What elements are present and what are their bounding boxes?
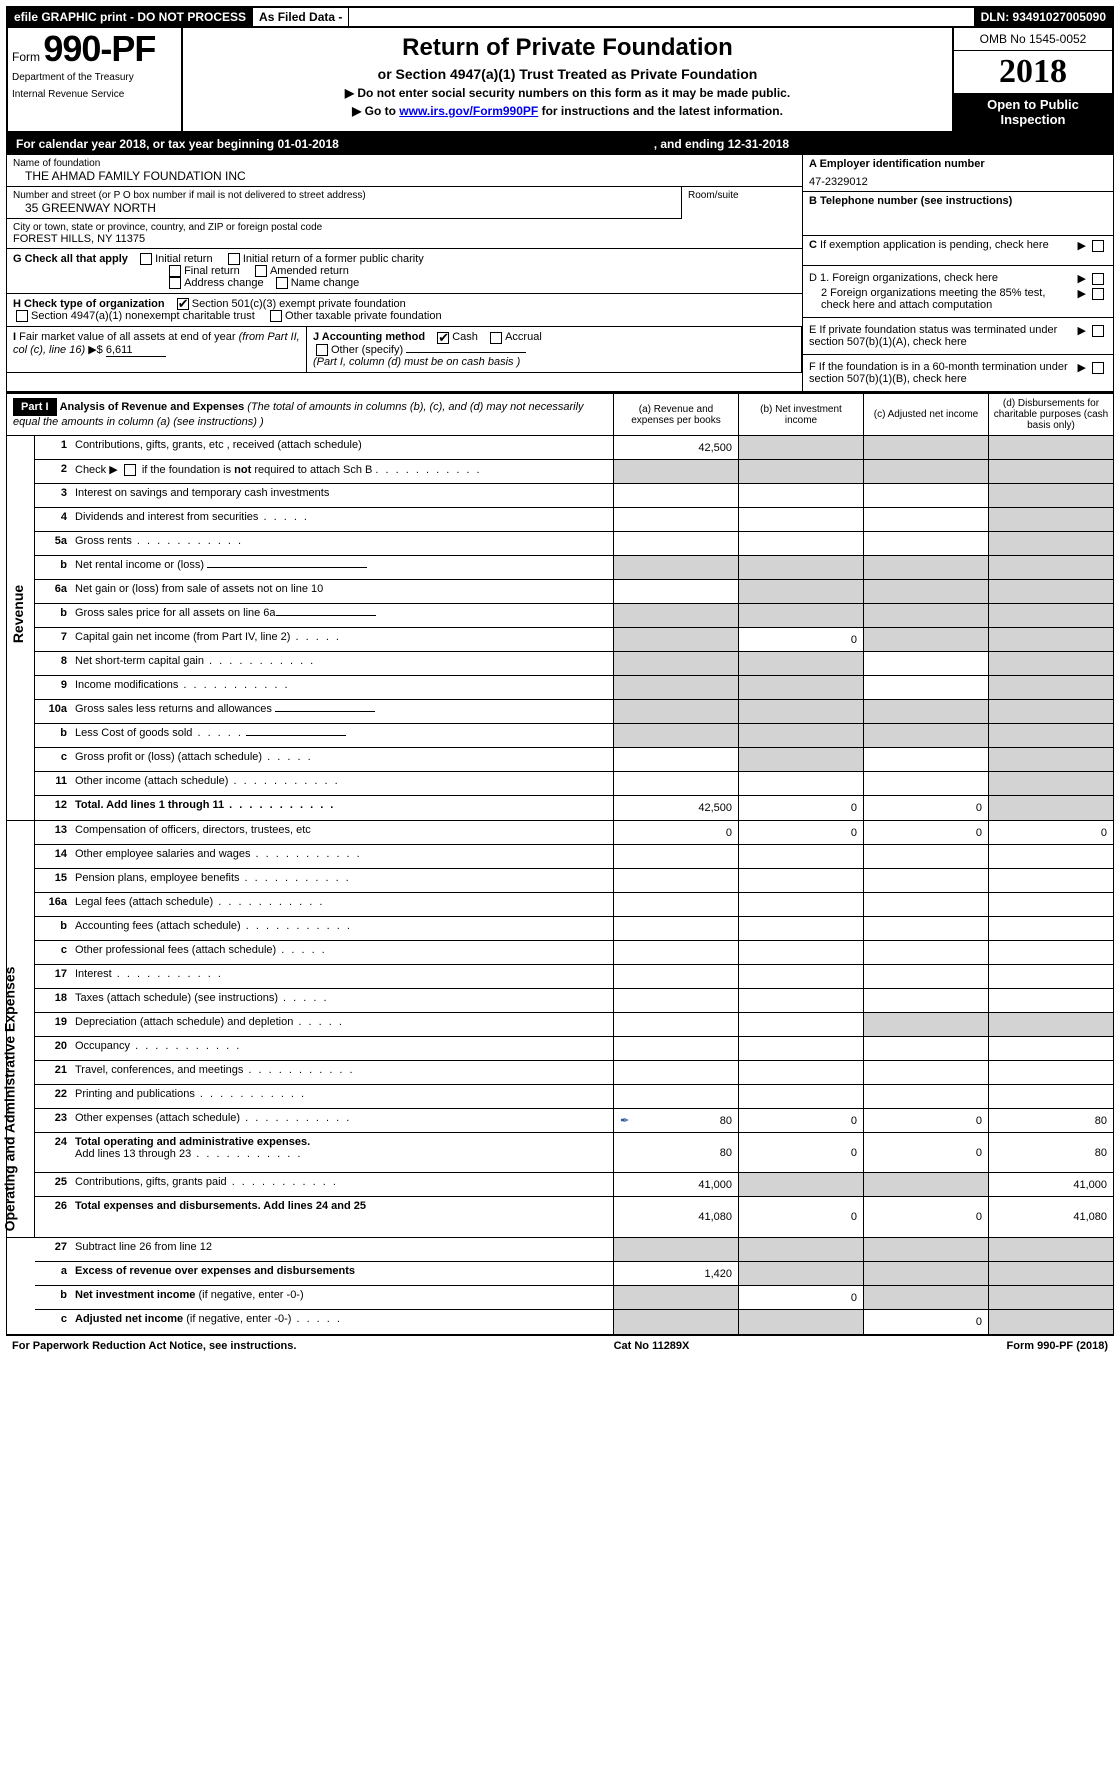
paperwork-notice: For Paperwork Reduction Act Notice, see … bbox=[12, 1340, 296, 1352]
chk-60month[interactable] bbox=[1092, 362, 1104, 374]
dept-treasury: Department of the Treasury bbox=[12, 72, 177, 83]
chk-final-return[interactable] bbox=[169, 265, 181, 277]
form-prefix: Form bbox=[12, 50, 40, 64]
col-a-head: (a) Revenue and expenses per books bbox=[613, 394, 738, 435]
chk-foreign-org[interactable] bbox=[1092, 273, 1104, 285]
header-right: OMB No 1545-0052 2018 Open to Public Ins… bbox=[952, 28, 1112, 131]
top-spacer bbox=[349, 8, 974, 26]
cat-number: Cat No 11289X bbox=[614, 1340, 690, 1352]
chk-amended[interactable] bbox=[255, 265, 267, 277]
chk-name-change[interactable] bbox=[276, 277, 288, 289]
room-cell: Room/suite bbox=[682, 187, 802, 219]
cal-year-end: , and ending 12-31-2018 bbox=[654, 137, 789, 151]
form-header: Form 990-PF Department of the Treasury I… bbox=[6, 28, 1114, 133]
city-cell: City or town, state or province, country… bbox=[7, 219, 802, 249]
part1-title: Analysis of Revenue and Expenses bbox=[60, 401, 245, 413]
section-F: F If the foundation is in a 60-month ter… bbox=[803, 355, 1113, 391]
exemption-cell: C If exemption application is pending, c… bbox=[803, 236, 1113, 266]
dept-irs: Internal Revenue Service bbox=[12, 89, 177, 100]
ein-cell: A Employer identification number 47-2329… bbox=[803, 155, 1113, 192]
calendar-year-bar: For calendar year 2018, or tax year begi… bbox=[6, 133, 1114, 155]
col-c-head: (c) Adjusted net income bbox=[863, 394, 988, 435]
chk-schb[interactable] bbox=[124, 464, 136, 476]
col-d-head: (d) Disbursements for charitable purpose… bbox=[988, 394, 1113, 435]
section-I-J: I Fair market value of all assets at end… bbox=[7, 327, 802, 372]
header-middle: Return of Private Foundation or Section … bbox=[183, 28, 952, 131]
expenses-label: Operating and Administrative Expenses bbox=[1, 967, 17, 1232]
section-I: I Fair market value of all assets at end… bbox=[7, 327, 307, 371]
revenue-table: Revenue 1Contributions, gifts, grants, e… bbox=[6, 436, 1114, 821]
chk-85pct[interactable] bbox=[1092, 288, 1104, 300]
chk-4947a1[interactable] bbox=[16, 310, 28, 322]
part1-tag: Part I bbox=[13, 398, 57, 416]
section-H: H Check type of organization Section 501… bbox=[7, 294, 802, 327]
chk-exemption-pending[interactable] bbox=[1092, 240, 1104, 252]
top-bar: efile GRAPHIC print - DO NOT PROCESS As … bbox=[6, 6, 1114, 28]
attach-icon[interactable]: ✒ bbox=[620, 1114, 629, 1127]
revenue-label: Revenue bbox=[10, 585, 26, 643]
form-ref: Form 990-PF (2018) bbox=[1007, 1340, 1109, 1352]
section-G: G Check all that apply Initial return In… bbox=[7, 249, 802, 294]
chk-former-charity[interactable] bbox=[228, 253, 240, 265]
expenses-table: Operating and Administrative Expenses 13… bbox=[6, 821, 1114, 1238]
efile-label: efile GRAPHIC print - DO NOT PROCESS bbox=[8, 8, 253, 26]
form-note-1: ▶ Do not enter social security numbers o… bbox=[191, 86, 944, 100]
form-number: 990-PF bbox=[43, 28, 155, 69]
section-D: D 1. Foreign organizations, check here▶ … bbox=[803, 266, 1113, 318]
chk-status-terminated[interactable] bbox=[1092, 325, 1104, 337]
line27-table: 27Subtract line 26 from line 12 aExcess … bbox=[6, 1238, 1114, 1335]
header-left: Form 990-PF Department of the Treasury I… bbox=[8, 28, 183, 131]
chk-accrual[interactable] bbox=[490, 332, 502, 344]
chk-other-method[interactable] bbox=[316, 344, 328, 356]
col-b-head: (b) Net investment income bbox=[738, 394, 863, 435]
form-note-2: ▶ Go to www.irs.gov/Form990PF for instru… bbox=[191, 104, 944, 118]
part1-header: Part I Analysis of Revenue and Expenses … bbox=[6, 392, 1114, 436]
form-subtitle: or Section 4947(a)(1) Trust Treated as P… bbox=[191, 66, 944, 82]
chk-initial-return[interactable] bbox=[140, 253, 152, 265]
address-cell: Number and street (or P O box number if … bbox=[7, 187, 682, 219]
section-J: J Accounting method Cash Accrual Other (… bbox=[307, 327, 802, 371]
irs-link[interactable]: www.irs.gov/Form990PF bbox=[399, 104, 538, 118]
section-E: E If private foundation status was termi… bbox=[803, 318, 1113, 355]
dln-label: DLN: 93491027005090 bbox=[975, 8, 1112, 26]
form-title: Return of Private Foundation bbox=[191, 34, 944, 62]
omb-number: OMB No 1545-0052 bbox=[954, 28, 1112, 51]
page-footer: For Paperwork Reduction Act Notice, see … bbox=[6, 1335, 1114, 1356]
open-to-public: Open to Public Inspection bbox=[954, 93, 1112, 131]
entity-info: Name of foundation THE AHMAD FAMILY FOUN… bbox=[6, 155, 1114, 392]
tax-year: 2018 bbox=[954, 51, 1112, 93]
chk-address-change[interactable] bbox=[169, 277, 181, 289]
phone-cell: B Telephone number (see instructions) bbox=[803, 192, 1113, 236]
foundation-name-cell: Name of foundation THE AHMAD FAMILY FOUN… bbox=[7, 155, 802, 187]
chk-501c3[interactable] bbox=[177, 298, 189, 310]
chk-other-taxable[interactable] bbox=[270, 310, 282, 322]
cal-year-begin: For calendar year 2018, or tax year begi… bbox=[16, 137, 339, 151]
as-filed-label: As Filed Data - bbox=[253, 8, 349, 26]
chk-cash[interactable] bbox=[437, 332, 449, 344]
